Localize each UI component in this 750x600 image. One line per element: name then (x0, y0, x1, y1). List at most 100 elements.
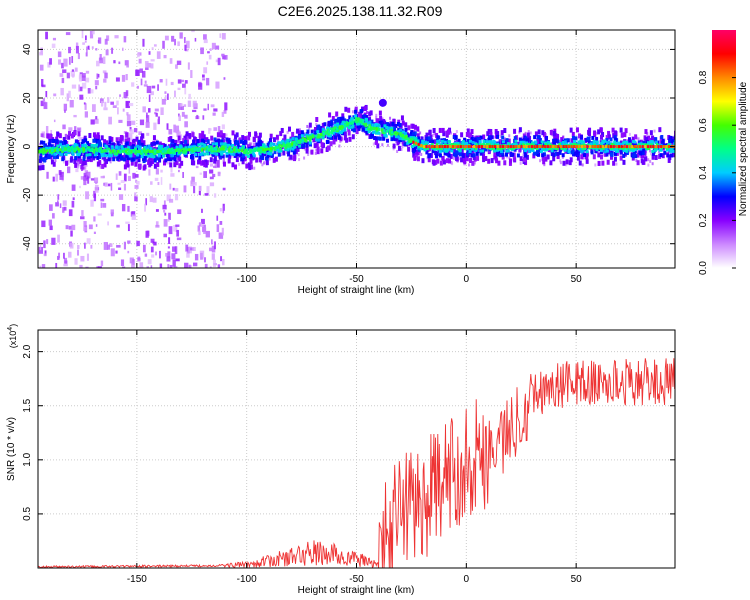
spectrogram-core-cell (525, 145, 528, 149)
spectrogram-core-cell (138, 149, 141, 153)
spectrogram-ridge-cell (275, 134, 279, 140)
spectrogram-noise-cell (657, 150, 660, 154)
spectrogram-ridge-cell (269, 139, 273, 144)
spectrogram-core-cell (190, 148, 194, 152)
spectrogram-ridge-cell (225, 137, 229, 142)
spectrogram-ridge-cell (235, 157, 239, 163)
spectrogram-noise-cell (87, 45, 90, 50)
spectrogram-ridge-cell (82, 154, 86, 159)
spectrogram-ridge-cell (209, 157, 213, 163)
spectrogram-noise-cell (213, 193, 217, 198)
spectrogram-ridge-cell (188, 133, 192, 139)
spectrogram-ridge-cell (457, 147, 460, 151)
spectrogram-core-cell (114, 149, 117, 153)
spectrogram-ridge-cell (286, 138, 290, 142)
spectrogram-noise-cell (188, 93, 191, 100)
spectrogram-core-cell (417, 142, 420, 146)
spectrogram-ridge-cell (245, 148, 249, 152)
spectrogram-core-cell (159, 149, 162, 153)
spectrogram-ridge-cell (571, 131, 575, 137)
spectrogram-ridge-cell (85, 150, 89, 156)
spectrogram-noise-cell (55, 262, 58, 268)
spectrogram-ridge-cell (673, 146, 675, 151)
spectrogram-ridge-cell (661, 153, 665, 159)
spectrogram-noise-cell (103, 107, 108, 111)
spectrogram-noise-cell (120, 180, 125, 183)
spectrogram-ridge-cell (381, 131, 385, 134)
spectrogram-core-cell (217, 147, 220, 151)
spectrogram-noise-cell (522, 153, 525, 157)
spectrogram-ridge-cell (272, 142, 276, 146)
spectrogram-noise-cell (223, 54, 228, 60)
spectrogram-noise-cell (96, 266, 99, 268)
spectrogram-core-cell (56, 148, 59, 152)
spectrogram-core-cell (494, 145, 497, 149)
spectrogram-ridge-cell (228, 153, 232, 159)
spectrogram-ridge-cell (616, 149, 620, 153)
spectrogram-noise-cell (77, 127, 82, 132)
spectrogram-ridge-cell (296, 128, 300, 134)
spectrogram-ridge-cell (455, 150, 459, 155)
spectrogram-core-cell (151, 149, 154, 153)
spectrogram-noise-cell (395, 139, 398, 143)
spectrogram-core-cell (301, 139, 304, 142)
spectrogram-ridge-cell (328, 112, 332, 118)
spectrogram-noise-cell (71, 74, 75, 78)
spectrogram-ridge-cell (328, 134, 332, 138)
spectrogram-noise-cell (178, 169, 180, 173)
spectrogram-ridge-cell (262, 146, 266, 149)
spectrogram-ridge-cell (673, 139, 675, 143)
spectrogram-ridge-cell (294, 139, 298, 143)
spectrogram-noise-cell (110, 212, 114, 217)
spectrogram-ridge-cell (341, 116, 345, 121)
spectrogram-core-cell (38, 149, 41, 153)
spectrogram-noise-cell (168, 237, 171, 245)
spectrogram-ridge-cell (412, 136, 416, 140)
spectrogram-noise-cell (150, 181, 153, 185)
spectrogram-ridge-cell (438, 150, 442, 154)
spectrogram-ridge-cell (214, 139, 218, 144)
spectrogram-ridge-cell (362, 124, 366, 129)
spectrogram-core-cell (562, 145, 565, 149)
spectrogram-ridge-cell (622, 149, 626, 153)
spectrogram-core-cell (61, 148, 64, 152)
spectrogram-noise-cell (136, 180, 140, 185)
spectrogram-ridge-cell (498, 147, 502, 150)
spectrogram-ridge-cell (181, 148, 185, 153)
spectrogram-ridge-cell (580, 154, 584, 160)
spectrogram-noise-cell (162, 40, 165, 49)
snr-grid (38, 330, 675, 568)
spectrogram-ridge-cell (553, 147, 557, 150)
spectrogram-ytick-label: -40 (22, 236, 33, 251)
spectrogram-ridge-cell (574, 151, 578, 156)
spectrogram-noise-cell (100, 198, 105, 202)
spectrogram-ridge-cell (519, 140, 523, 144)
spectrogram-x-axis-label: Height of straight line (km) (298, 285, 415, 296)
spectrogram-ridge-cell (193, 149, 197, 154)
spectrogram-ridge-cell (534, 131, 538, 137)
spectrogram-ridge-cell (496, 131, 500, 137)
spectrogram-ridge-cell (367, 127, 370, 131)
spectrogram-noise-cell (209, 266, 212, 268)
spectrogram-ridge-cell (95, 143, 99, 147)
spectrogram-core-cell (430, 145, 433, 149)
spectrogram-ridge-cell (383, 124, 387, 128)
spectrogram-core-cell (420, 144, 423, 148)
spectrogram-core-cell (280, 144, 283, 148)
spectrogram-ridge-cell (474, 142, 478, 146)
spectrogram-ridge-cell (73, 130, 77, 136)
spectrogram-ridge-cell (651, 154, 655, 160)
spectrogram-core-cell (641, 145, 644, 149)
spectrogram-noise-cell (107, 221, 109, 226)
spectrogram-ridge-cell (115, 137, 119, 143)
spectrogram-core-cell (551, 145, 555, 149)
spectrogram-noise-cell (173, 225, 178, 232)
spectrogram-ridge-cell (252, 136, 256, 142)
spectrogram-noise-cell (375, 116, 378, 120)
spectrogram-ridge-cell (632, 141, 636, 146)
spectrogram-core-cell (225, 147, 228, 151)
spectrogram-ridge-cell (639, 151, 643, 156)
spectrogram-noise-cell (146, 85, 152, 93)
spectrogram-ridge-cell (162, 160, 166, 166)
colorbar-label: Normalized spectral amplitude (738, 81, 749, 216)
